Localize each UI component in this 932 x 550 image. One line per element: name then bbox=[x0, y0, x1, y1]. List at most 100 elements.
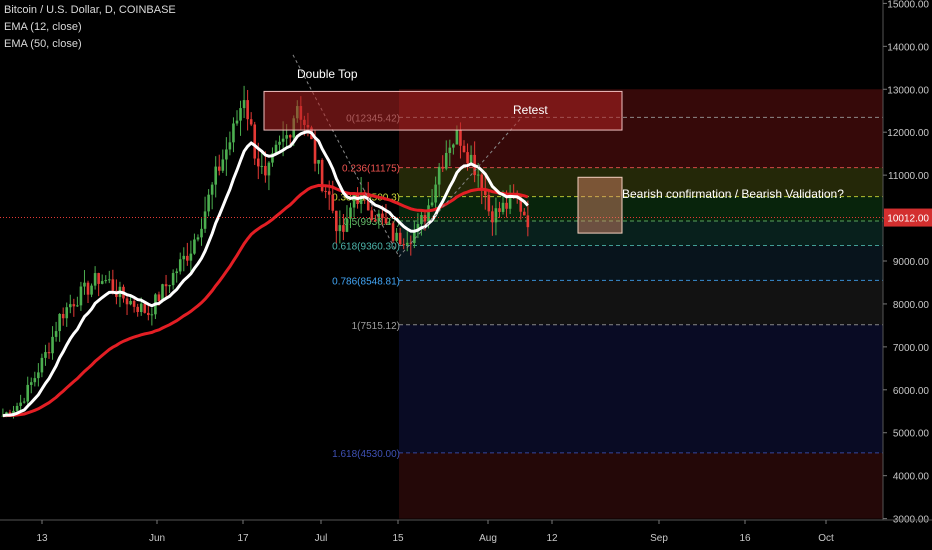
candle-body bbox=[441, 166, 445, 169]
candle-body bbox=[285, 135, 288, 139]
candle-body bbox=[40, 357, 44, 373]
candle-body bbox=[391, 223, 395, 241]
price-tick-label: 6000.00 bbox=[893, 386, 930, 397]
candle-body bbox=[416, 224, 420, 232]
candle-body bbox=[437, 166, 441, 185]
candle-body bbox=[427, 205, 430, 222]
fib-label-0.618: 0.618(9360.30) bbox=[332, 242, 400, 253]
price-tick-label: 14000.00 bbox=[887, 42, 929, 53]
candle-body bbox=[317, 159, 320, 164]
candle-body bbox=[253, 124, 257, 159]
candle-body bbox=[526, 215, 530, 228]
candle-body bbox=[366, 193, 370, 211]
candle-body bbox=[161, 284, 164, 302]
fib-zone-3 bbox=[399, 196, 883, 222]
price-tick-label: 11000.00 bbox=[888, 171, 929, 182]
candle-body bbox=[267, 162, 271, 176]
price-tick-label: 5000.00 bbox=[893, 429, 930, 440]
candle-body bbox=[395, 232, 398, 241]
candle-body bbox=[150, 314, 154, 316]
candle-body bbox=[519, 197, 523, 212]
swing-trendline bbox=[292, 54, 400, 257]
candle-body bbox=[136, 306, 139, 312]
candle-body bbox=[22, 401, 26, 403]
candle-body bbox=[196, 237, 200, 240]
candle-body bbox=[200, 228, 203, 238]
annotation-bearish: Bearish confirmation / Bearish Validatio… bbox=[622, 187, 844, 201]
candle-body bbox=[157, 294, 161, 302]
candle-body bbox=[388, 223, 391, 225]
price-tick-label: 15000.00 bbox=[887, 0, 929, 10]
candle-body bbox=[501, 202, 505, 212]
candles bbox=[1, 85, 530, 419]
current-price-tag bbox=[884, 208, 932, 227]
candle-body bbox=[1, 415, 5, 417]
candle-body bbox=[228, 142, 232, 150]
candle-body bbox=[381, 213, 384, 219]
candle-body bbox=[491, 211, 494, 223]
bearish-zone bbox=[577, 176, 623, 234]
candle-body bbox=[143, 303, 147, 313]
fib-label-0.786: 0.786(8548.81) bbox=[332, 276, 400, 287]
candle-body bbox=[19, 402, 22, 406]
candle-body bbox=[487, 194, 491, 212]
candle-body bbox=[256, 158, 260, 167]
candle-body bbox=[320, 159, 324, 191]
candle-body bbox=[409, 242, 413, 244]
candle-body bbox=[469, 154, 473, 164]
candle-body bbox=[47, 352, 51, 354]
price-axis-bg bbox=[883, 0, 932, 520]
candle-body bbox=[51, 336, 54, 354]
candle-body bbox=[434, 184, 437, 203]
time-tick-label: 16 bbox=[739, 533, 751, 544]
candle-body bbox=[107, 279, 111, 281]
candle-body bbox=[398, 232, 402, 245]
candle-body bbox=[522, 211, 526, 216]
candle-body bbox=[242, 100, 246, 109]
time-tick-label: Jun bbox=[149, 533, 165, 544]
candle-body bbox=[232, 123, 235, 143]
candle-body bbox=[508, 194, 512, 209]
fib-zone-7 bbox=[399, 324, 883, 453]
fib-zone-8 bbox=[399, 452, 883, 519]
candle-body bbox=[480, 174, 484, 189]
candle-body bbox=[462, 145, 466, 153]
candle-body bbox=[455, 130, 459, 145]
fib-zone-4 bbox=[399, 221, 883, 246]
candle-body bbox=[370, 210, 374, 220]
candle-body bbox=[72, 304, 76, 307]
annotation-double-top: Double Top bbox=[297, 67, 358, 81]
legend-ema50: EMA (50, close) bbox=[4, 38, 82, 50]
candle-body bbox=[178, 259, 182, 272]
candle-body bbox=[221, 159, 225, 171]
time-tick-label: 17 bbox=[237, 533, 249, 544]
candle-body bbox=[225, 149, 228, 160]
candle-body bbox=[171, 273, 175, 286]
candle-body bbox=[459, 130, 462, 146]
candle-body bbox=[374, 219, 377, 222]
candle-body bbox=[26, 384, 30, 402]
candle-body bbox=[44, 352, 47, 358]
candle-body bbox=[86, 282, 90, 295]
price-tick-label: 9000.00 bbox=[893, 257, 930, 268]
candle-body bbox=[246, 100, 249, 120]
candle-body bbox=[139, 303, 143, 312]
candle-body bbox=[331, 194, 335, 211]
candle-body bbox=[452, 144, 455, 148]
price-tick-label: 13000.00 bbox=[887, 85, 929, 96]
fib-label-1.618: 1.618(4530.00) bbox=[332, 449, 400, 460]
candle-body bbox=[345, 218, 349, 232]
annotation-retest: Retest bbox=[513, 103, 548, 117]
resistance-zone bbox=[263, 90, 623, 131]
time-tick-label: 13 bbox=[36, 533, 48, 544]
candle-body bbox=[313, 139, 317, 164]
price-tick-label: 7000.00 bbox=[893, 343, 930, 354]
candle-body bbox=[448, 147, 452, 153]
candle-body bbox=[186, 255, 189, 261]
candle-body bbox=[97, 273, 100, 284]
time-tick-label: 12 bbox=[546, 533, 558, 544]
candle-body bbox=[168, 285, 171, 287]
candle-body bbox=[405, 242, 409, 245]
